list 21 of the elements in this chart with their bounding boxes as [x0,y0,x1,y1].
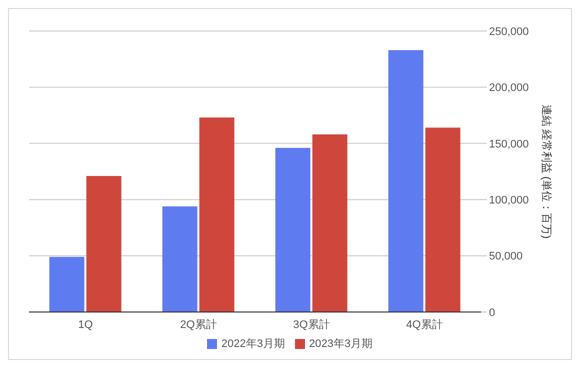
x-tick-label: 3Q累計 [293,318,330,331]
y-tick-label: 0 [489,306,496,319]
legend-label: 2023年3月期 [309,338,373,350]
bar [312,134,348,312]
x-tick-label: 4Q累計 [406,318,443,331]
x-tick-label: 2Q累計 [180,318,217,331]
y-axis-title: 連結 経常利益 (単位：百万) [540,104,554,239]
bar [86,176,122,312]
legend-label: 2022年3月期 [221,338,285,350]
y-tick-label: 50,000 [489,250,523,263]
bar [162,206,198,312]
bar [425,128,460,312]
y-tick-label: 150,000 [489,138,529,150]
bar [199,118,234,312]
y-tick-label: 250,000 [489,26,529,38]
bar [49,256,84,312]
bar [275,148,310,312]
bar [388,50,424,312]
y-tick-label: 200,000 [489,82,529,94]
y-tick-label: 100,000 [489,194,529,207]
x-tick-label: 1Q [78,318,94,331]
